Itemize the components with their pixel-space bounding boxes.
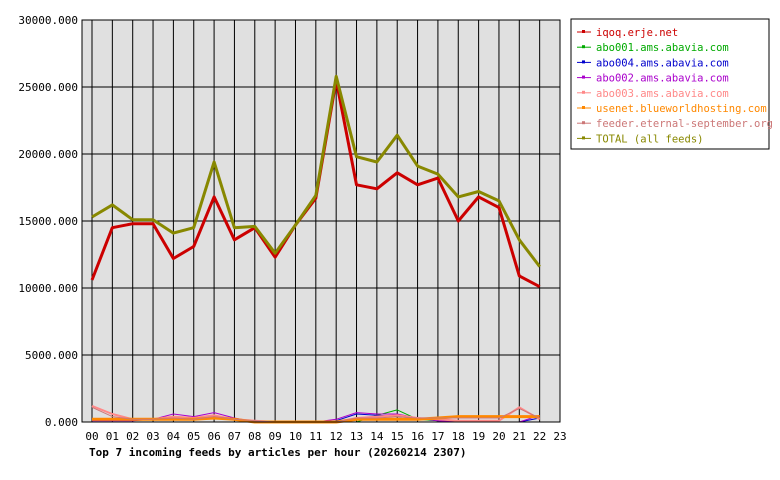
series-line-0 <box>90 78 541 289</box>
x-tick-label: 07 <box>228 430 241 443</box>
legend-swatch-marker <box>582 60 585 64</box>
y-tick-label: 25000.000 <box>18 81 78 94</box>
x-tick-labels: 00 01 02 03 04 05 06 07 08 09 10 11 12 13 14 15 16 17 18 19… <box>85 430 566 443</box>
x-tick-label: 01 <box>106 430 119 443</box>
y-tick-label: 30000.000 <box>18 14 78 27</box>
x-tick-label: 10 <box>289 430 302 443</box>
x-tick-label: 22 <box>533 430 546 443</box>
x-tick-label: 15 <box>391 430 404 443</box>
x-tick-label: 16 <box>411 430 424 443</box>
x-tick-label: 17 <box>431 430 444 443</box>
y-tick-label: 20000.000 <box>18 148 78 161</box>
x-tick-label: 13 <box>350 430 363 443</box>
x-tick-label: 08 <box>248 430 261 443</box>
x-tick-label: 12 <box>330 430 343 443</box>
x-tick-label: 06 <box>207 430 220 443</box>
legend-entry-label: abo004.ams.abavia.com <box>596 57 729 69</box>
legend-box <box>570 18 770 150</box>
legend-swatch-marker <box>582 106 585 109</box>
legend-entry-label: feeder.eternal-september.org <box>596 118 773 130</box>
x-tick-label: 19 <box>472 430 485 443</box>
x-tick-label: 11 <box>309 430 322 443</box>
x-tick-label: 23 <box>553 430 566 443</box>
x-tick-label: 02 <box>126 430 139 443</box>
x-tick-label: 09 <box>269 430 282 443</box>
legend-swatch-marker <box>582 45 585 49</box>
x-tick-label: 00 <box>85 430 98 443</box>
chart-title: Top 7 incoming feeds by articles per hou… <box>89 446 467 459</box>
x-tick-label: 20 <box>492 430 505 443</box>
legend-swatch-marker <box>582 121 585 125</box>
legend-entry-label: abo002.ams.abavia.com <box>596 73 729 85</box>
x-tick-label: 03 <box>146 430 159 443</box>
x-tick-label: 21 <box>513 430 526 443</box>
y-tick-labels: 0.000 5000.000 10000.000 15000.000 20000.000… <box>18 14 78 429</box>
y-tick-label: 0.000 <box>45 416 78 429</box>
legend-entry-label: TOTAL (all feeds) <box>596 133 703 145</box>
y-tick-label: 15000.000 <box>18 215 78 228</box>
legend-entry-label: usenet.blueworldhosting.com <box>596 103 767 115</box>
x-tick-label: 05 <box>187 430 200 443</box>
legend-entry-label: iqoq.erje.net <box>596 27 678 39</box>
legend-swatch-marker <box>582 75 585 79</box>
x-tick-label: 04 <box>167 430 181 443</box>
series-line-7 <box>91 74 541 268</box>
legend-swatch-marker <box>582 136 585 140</box>
legend: iqoq.erje.net abo001.ams.abavia.com abo004… <box>577 27 773 145</box>
plot-frame <box>81 19 561 423</box>
x-tick-label: 14 <box>370 430 384 443</box>
x-tick-label: 18 <box>452 430 465 443</box>
legend-entry-label: abo001.ams.abavia.com <box>596 42 729 54</box>
y-tick-label: 10000.000 <box>18 282 78 295</box>
legend-swatch-marker <box>582 30 585 33</box>
legend-entry-label: abo003.ams.abavia.com <box>596 88 729 100</box>
y-tick-label: 5000.000 <box>25 349 78 362</box>
legend-swatch-marker <box>582 90 585 94</box>
